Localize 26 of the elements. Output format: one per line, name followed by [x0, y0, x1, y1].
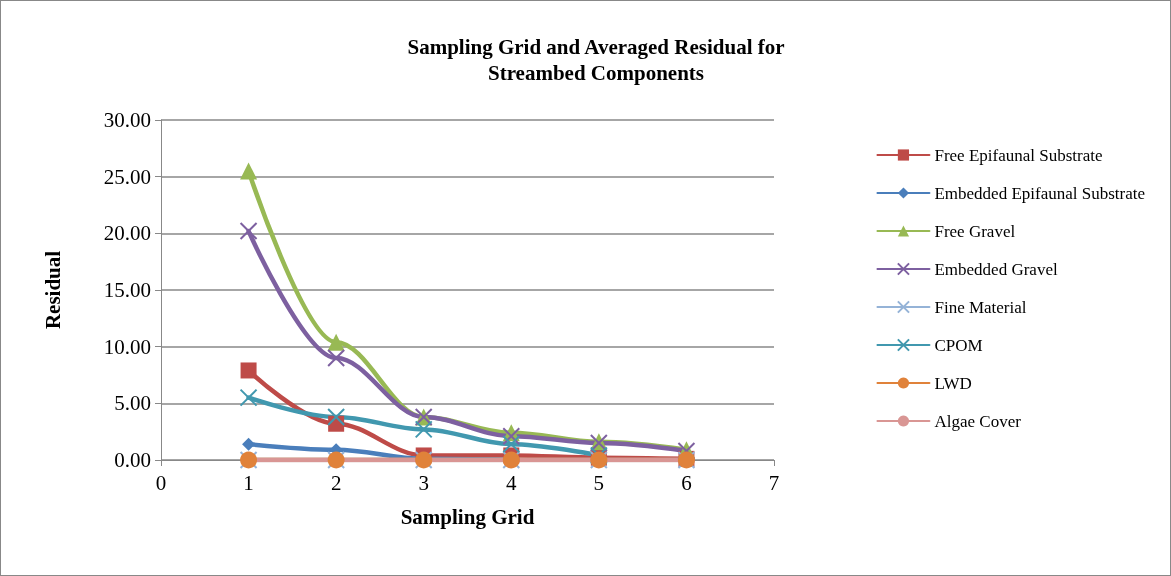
x-tick-label: 1: [243, 470, 254, 495]
y-tick-label: 0.00: [114, 448, 151, 472]
legend-label: Embedded Epifaunal Substrate: [934, 183, 1146, 203]
x-tick-label: 7: [768, 470, 780, 495]
legend-label: Embedded Gravel: [934, 259, 1058, 279]
legend-label: LWD: [934, 373, 972, 393]
legend-label: CPOM: [934, 335, 983, 355]
x-tick-label: 3: [418, 470, 429, 495]
y-tick-label: 20.00: [103, 221, 151, 246]
legend-label: Algae Cover: [934, 411, 1022, 431]
y-tick-label: 5.00: [114, 391, 151, 416]
x-tick-label: 4: [506, 470, 518, 495]
x-axis-title: Sampling Grid: [400, 504, 535, 529]
y-tick-label: 10.00: [103, 334, 151, 359]
x-tick-label: 2: [330, 470, 342, 495]
x-tick-label: 6: [681, 470, 692, 495]
x-tick-label: 0: [155, 470, 167, 495]
x-tick-label: 5: [593, 470, 605, 495]
y-tick-label: 15.00: [103, 278, 151, 302]
y-axis-title: Residual: [40, 250, 65, 330]
y-tick-label: 30.00: [103, 108, 151, 132]
chart-title: Sampling Grid and Averaged Residual for Streambed Components: [407, 35, 785, 85]
legend-label: Fine Material: [934, 297, 1027, 317]
legend-label: Free Epifaunal Substrate: [934, 145, 1103, 165]
y-tick-label: 25.00: [103, 164, 151, 189]
legend-label: Free Gravel: [934, 221, 1016, 241]
